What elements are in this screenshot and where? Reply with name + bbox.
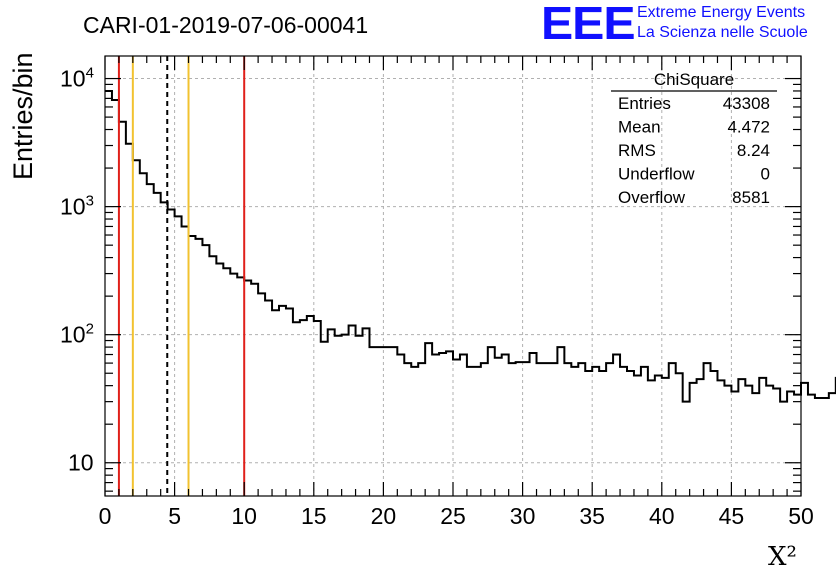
x-tick-labels: 0 5 10 15 20 25 30 35 40 45 50 — [99, 503, 814, 529]
y-tick-labels: 10 102 103 104 — [60, 65, 94, 476]
x-tick-label: 45 — [719, 503, 745, 529]
stats-value: 43308 — [723, 94, 770, 113]
stats-label: Overflow — [618, 188, 686, 207]
stats-value: 8.24 — [737, 141, 770, 160]
x-tick-label: 20 — [371, 503, 397, 529]
x-tick-label: 40 — [649, 503, 675, 529]
stats-label: Entries — [618, 94, 671, 113]
y-tick-label: 10 — [68, 450, 94, 476]
x-tick-label: 50 — [788, 503, 814, 529]
marker-lines — [117, 56, 246, 496]
eee-logo: EEE — [541, 0, 636, 49]
x-tick-label: 5 — [168, 503, 181, 529]
x-tick-label: 25 — [440, 503, 466, 529]
y-tick-label: 103 — [60, 193, 94, 220]
chart-title: CARI-01-2019-07-06-00041 — [83, 12, 368, 38]
x-tick-label: 10 — [231, 503, 257, 529]
stats-label: Underflow — [618, 165, 695, 184]
x-tick-label: 0 — [99, 503, 112, 529]
stats-value: 4.472 — [727, 118, 770, 137]
y-tick-label: 104 — [60, 65, 94, 92]
y-tick-label: 102 — [60, 321, 94, 348]
y-axis-label: Entries/bin — [8, 52, 38, 180]
x-axis-label: X² — [768, 542, 797, 572]
x-tick-label: 15 — [301, 503, 327, 529]
x-tick-label: 35 — [579, 503, 605, 529]
axis-ticks — [104, 56, 802, 496]
histogram-steps — [105, 89, 836, 403]
stats-label: RMS — [618, 141, 656, 160]
logo-line-2: La Scienza nelle Scuole — [637, 24, 808, 41]
stats-title: ChiSquare — [654, 70, 734, 89]
grid-lines — [105, 56, 801, 496]
stats-box: ChiSquare Entries 43308 Mean 4.472 RMS 8.24 Un… — [611, 70, 777, 207]
logo-line-1: Extreme Energy Events — [637, 4, 806, 21]
stats-label: Mean — [618, 118, 661, 137]
stats-value: 8581 — [732, 188, 770, 207]
stats-value: 0 — [761, 165, 770, 184]
histogram — [105, 89, 836, 403]
x-tick-label: 30 — [510, 503, 536, 529]
